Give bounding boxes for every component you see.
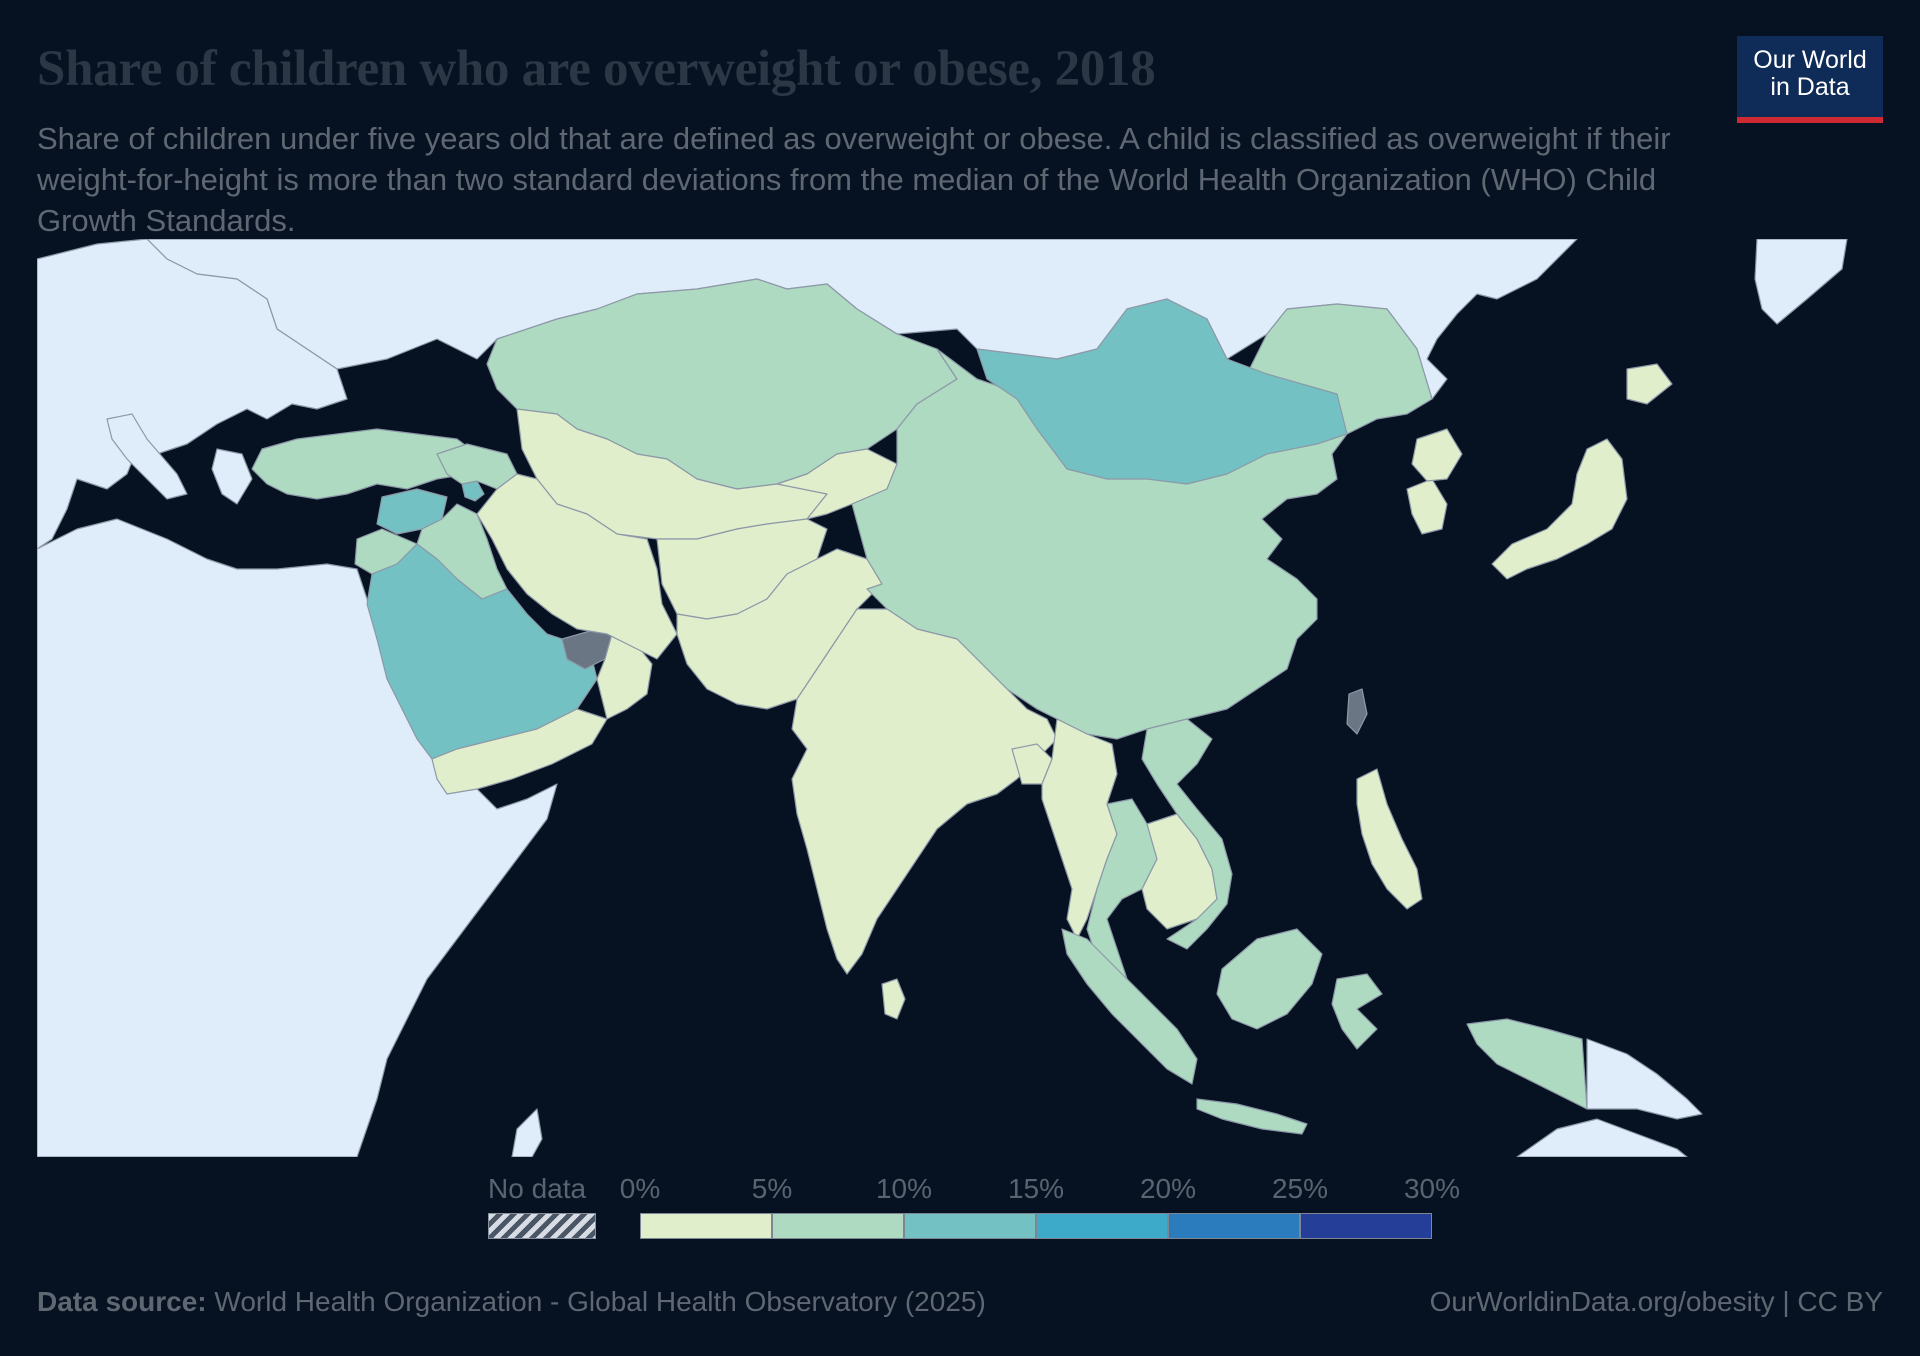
data-source-text[interactable]: World Health Organization - Global Healt…	[206, 1286, 986, 1317]
legend-bin-10-15[interactable]	[904, 1213, 1036, 1239]
country-iran[interactable]	[476, 473, 678, 660]
country-greece[interactable]	[211, 448, 253, 505]
chart-title: Share of children who are overweight or …	[37, 41, 1156, 97]
map-legend: No data 0% 5% 10% 15% 20% 25% 30%	[480, 1165, 1480, 1245]
country-russia-east[interactable]	[1754, 239, 1848, 325]
legend-bin-0-5[interactable]	[640, 1213, 772, 1239]
country-madagascar[interactable]	[511, 1108, 543, 1157]
legend-bin-25-30[interactable]	[1300, 1213, 1432, 1239]
country-indonesia-sulawesi[interactable]	[1331, 973, 1383, 1050]
country-indonesia-sumatra[interactable]	[1061, 928, 1198, 1085]
logo-line-1: Our World	[1753, 46, 1867, 74]
legend-tick-label: 20%	[1139, 1173, 1197, 1204]
country-indonesia-papua[interactable]	[1466, 1018, 1588, 1110]
legend-no-data-label: No data	[488, 1173, 587, 1204]
legend-bin-5-10[interactable]	[772, 1213, 904, 1239]
owid-logo[interactable]: Our World in Data	[1737, 36, 1883, 123]
country-papua-new-guinea[interactable]	[1586, 1038, 1703, 1120]
country-australia[interactable]	[1516, 1118, 1688, 1157]
legend-tick-label: 0%	[619, 1173, 661, 1204]
country-japan-hokkaido[interactable]	[1626, 363, 1673, 405]
country-north-korea[interactable]	[1411, 428, 1463, 482]
legend-tick-label: 10%	[875, 1173, 933, 1204]
country-russia[interactable]	[146, 239, 1578, 400]
data-source: Data source: World Health Organization -…	[37, 1286, 986, 1318]
data-source-label: Data source:	[37, 1286, 207, 1317]
legend-no-data-swatch[interactable]	[488, 1213, 596, 1239]
legend-bin-15-20[interactable]	[1036, 1213, 1168, 1239]
country-vietnam[interactable]	[1141, 718, 1233, 950]
legend-bin-20-25[interactable]	[1168, 1213, 1300, 1239]
legend-tick-label: 5%	[751, 1173, 793, 1204]
country-turkey[interactable]	[251, 428, 478, 500]
country-indonesia-borneo[interactable]	[1216, 928, 1323, 1030]
map-svg	[37, 239, 1857, 1157]
legend-tick-label: 15%	[1007, 1173, 1065, 1204]
country-sri-lanka[interactable]	[881, 978, 906, 1020]
region-europe[interactable]	[37, 239, 348, 550]
chart-subtitle: Share of children under five years old t…	[37, 121, 1671, 238]
country-taiwan[interactable]	[1346, 688, 1368, 735]
legend-tick-label: 30%	[1403, 1173, 1461, 1204]
country-india[interactable]	[791, 608, 1058, 975]
country-italy[interactable]	[106, 413, 188, 500]
country-japan[interactable]	[1491, 438, 1628, 580]
source-link[interactable]: OurWorldinData.org/obesity | CC BY	[1429, 1286, 1883, 1317]
country-yemen[interactable]	[431, 708, 608, 795]
country-philippines[interactable]	[1356, 768, 1423, 910]
country-mongolia[interactable]	[976, 298, 1348, 485]
logo-line-2: in Data	[1770, 73, 1850, 101]
logo-accent-bar	[1737, 117, 1883, 123]
legend-tick-label: 25%	[1271, 1173, 1329, 1204]
choropleth-map[interactable]	[37, 239, 1857, 1157]
country-indonesia-java[interactable]	[1196, 1098, 1308, 1135]
